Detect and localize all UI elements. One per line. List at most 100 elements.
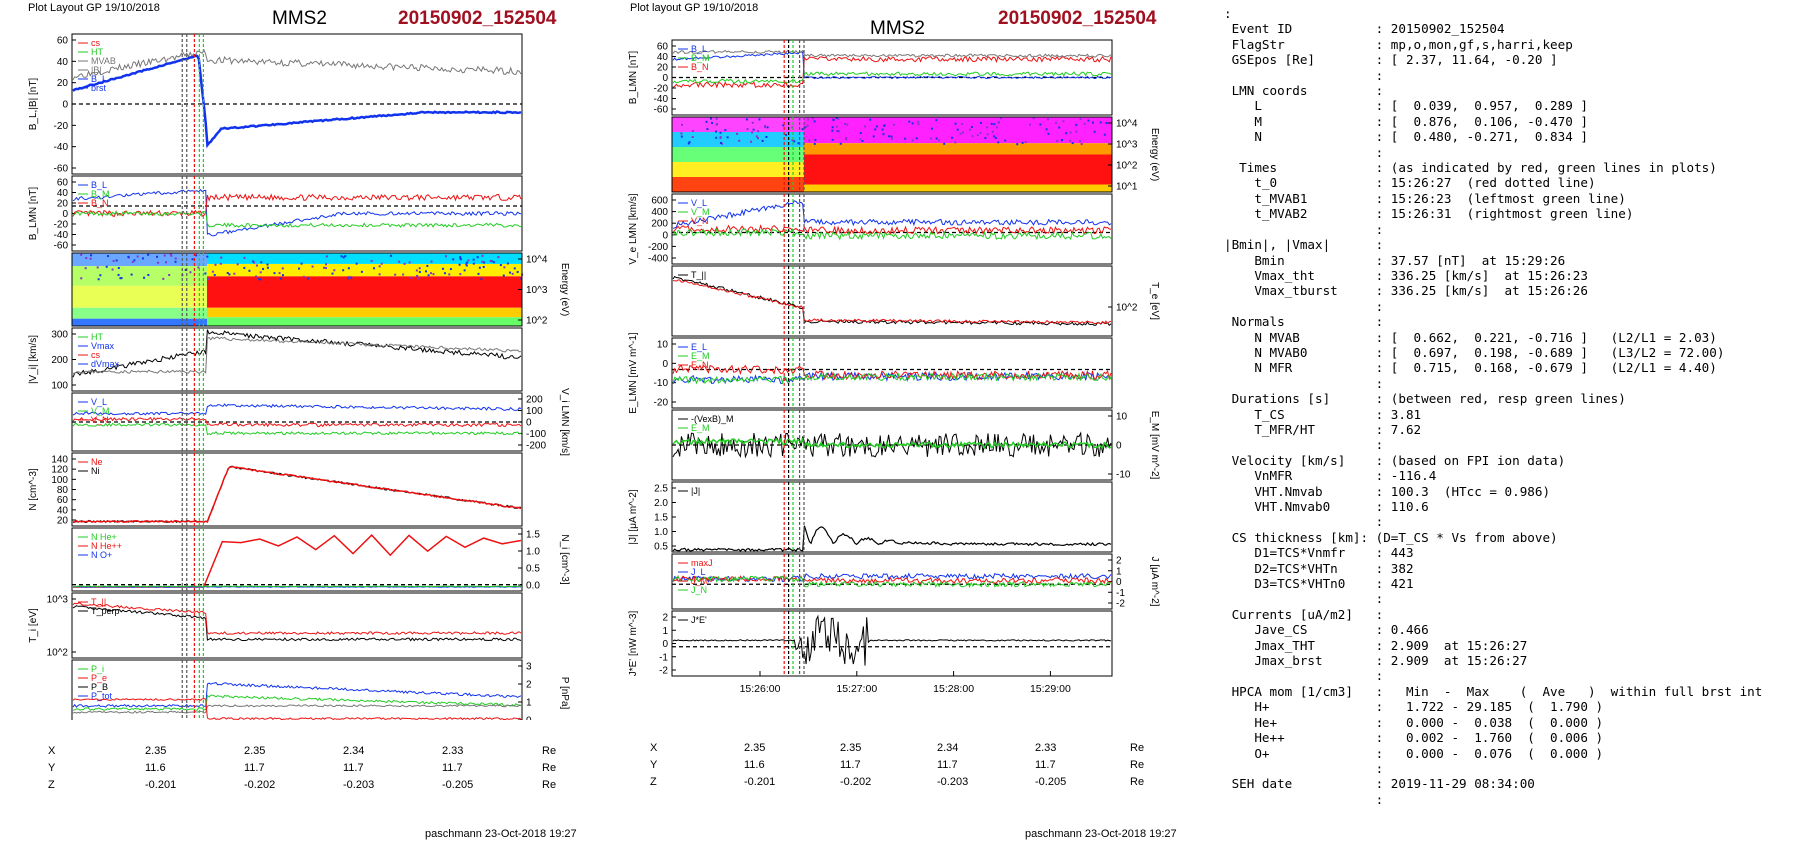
spec-speckle — [483, 261, 486, 264]
spec-speckle — [260, 261, 263, 264]
spec-speckle — [1079, 140, 1082, 143]
coord-value: 11.6 — [145, 762, 166, 774]
ylabel-p1: B_L,|B| [nT] — [28, 78, 39, 131]
coord-value: -0.203 — [343, 779, 375, 791]
spec-speckle — [1075, 123, 1078, 126]
spec-speckle — [298, 267, 301, 270]
coord-value: 2.33 — [1035, 742, 1057, 754]
summary-line: SEH date : 2019-11-29 08:34:00 — [1224, 776, 1535, 792]
spec-speckle — [248, 269, 251, 272]
spec-speckle — [355, 262, 358, 265]
legend-label: V_L — [691, 198, 707, 208]
trace-p6 — [72, 465, 522, 524]
summary-line: VHT.Nmvab0 : 110.6 — [1224, 499, 1429, 514]
spec-speckle — [680, 123, 683, 126]
xtick-label: 15:27:00 — [836, 683, 877, 695]
legend-label: P_e — [91, 673, 107, 683]
spec-speckle — [448, 273, 451, 276]
summary-line: : — [1224, 791, 1384, 807]
spec-speckle — [984, 136, 987, 139]
spec-speckle — [687, 142, 690, 145]
spec-speckle — [156, 255, 159, 258]
summary-line: N MFR : [ 0.715, 0.168, -0.679 ] (L2/L1 … — [1224, 360, 1717, 376]
ytick-label: 60 — [657, 42, 669, 53]
spec-band-right — [207, 276, 522, 308]
spec-speckle — [189, 271, 192, 274]
spec-speckle — [415, 269, 418, 272]
ytick-label: 0 — [526, 418, 532, 429]
panel-m5: 10 0 -10 -20 E_LMN [mV m^-1] E_LE_ME_N — [628, 332, 1113, 414]
spec-speckle — [344, 255, 347, 258]
coord-value: -0.201 — [744, 776, 776, 788]
spec-speckle — [184, 268, 187, 271]
ytick-label: -200 — [526, 441, 546, 452]
ytick-label: 10^4 — [1116, 119, 1138, 130]
spec-speckle — [115, 259, 118, 262]
spec-speckle — [1071, 142, 1074, 145]
spec-speckle — [258, 278, 261, 281]
summary-line: : — [1224, 437, 1384, 453]
trace-p1 — [72, 48, 522, 81]
trace-p1 — [72, 54, 522, 149]
legend-label: E_M — [691, 423, 710, 433]
ytick-label: 1.0 — [526, 547, 540, 558]
summary-line: He++ : 0.002 - 1.760 ( 0.006 ) — [1224, 730, 1604, 746]
spec-speckle — [1021, 141, 1024, 144]
panel-frame-p7 — [71, 527, 523, 592]
spec-speckle — [1092, 121, 1095, 124]
xtick-label: 15:29:00 — [1030, 683, 1071, 695]
spec-band-right — [207, 263, 522, 277]
spec-speckle — [970, 126, 973, 129]
panel-frame-m9 — [671, 610, 1113, 677]
legend-label: E_L — [691, 342, 707, 352]
spec-speckle — [844, 122, 847, 125]
spec-speckle — [1032, 117, 1035, 120]
spec-speckle — [347, 267, 350, 270]
ytick-label: 40 — [657, 52, 669, 63]
legend-label: B_L — [91, 74, 107, 84]
ylabel-m9: J*E' [nW m^-3] — [628, 611, 639, 677]
legend-label: Ni — [91, 466, 100, 476]
trace-p7 — [73, 534, 522, 588]
spec-speckle — [1055, 121, 1058, 124]
spec-speckle — [463, 269, 466, 272]
ytick-label: 120 — [51, 465, 68, 476]
coord-value: 2.35 — [145, 745, 167, 757]
spec-speckle — [986, 126, 989, 129]
coord-value: -0.201 — [145, 779, 177, 791]
ytick-label: -2 — [659, 666, 668, 677]
middle-title: MMS2 — [870, 18, 925, 39]
spec-speckle — [750, 140, 753, 143]
spec-speckle — [236, 263, 239, 266]
spec-speckle — [943, 142, 946, 145]
spec-speckle — [311, 265, 314, 268]
spec-speckle — [976, 134, 979, 137]
summary-line: D2=TCS*VHTn : 382 — [1224, 560, 1414, 576]
coord-value: 11.7 — [1035, 759, 1056, 771]
spec-speckle — [814, 138, 817, 141]
legend-label: cs — [91, 38, 101, 48]
ytick-label: -1 — [1116, 588, 1125, 599]
spec-band-left — [72, 266, 207, 286]
ytick-label: -20 — [54, 220, 69, 231]
spec-speckle — [969, 128, 972, 131]
spec-speckle — [954, 141, 957, 144]
coord-unit: Re — [542, 745, 557, 757]
ytick-label: 140 — [51, 455, 68, 466]
ytick-label: 10^2 — [526, 316, 548, 327]
ytick-label: 10^2 — [1116, 161, 1138, 172]
summary-line: t_MVAB1 : 15:26:23 (leftmost green line) — [1224, 190, 1626, 206]
summary-line: : — [1224, 221, 1384, 237]
spec-speckle — [837, 117, 840, 120]
spec-speckle — [252, 260, 255, 263]
spec-band-right — [804, 184, 1112, 192]
spec-speckle — [993, 135, 996, 138]
spec-speckle — [979, 121, 982, 124]
panel-frame-m5 — [671, 337, 1113, 409]
spec-speckle — [418, 267, 421, 270]
spec-speckle — [170, 254, 173, 257]
spec-speckle — [273, 272, 276, 275]
